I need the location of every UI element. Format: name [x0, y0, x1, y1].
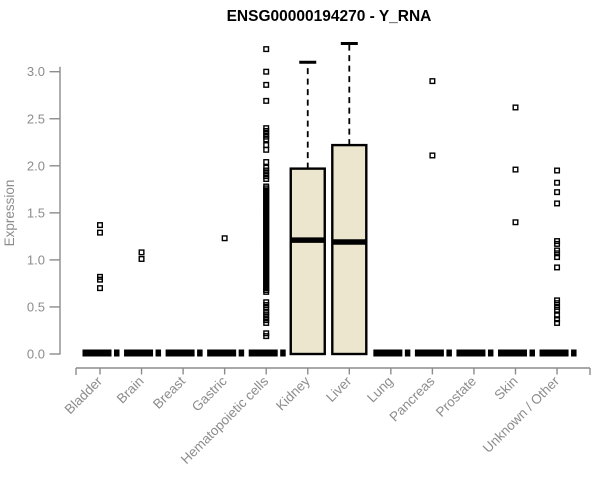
outlier-point-hematopoietic-cells — [263, 146, 270, 153]
outlier-point-brain — [138, 255, 145, 262]
outlier-point-unknown-other — [554, 250, 561, 257]
box-kidney — [289, 167, 326, 356]
zero-bar-end-breast — [197, 349, 203, 357]
outlier-point-unknown-other — [554, 254, 561, 261]
y-tick-label: 0.0 — [27, 347, 45, 362]
outlier-point-hematopoietic-cells — [263, 319, 270, 326]
outlier-point-skin — [512, 104, 519, 111]
outlier-point-unknown-other — [554, 300, 561, 307]
outlier-point-hematopoietic-cells — [263, 136, 270, 143]
zero-bar-unknown-other — [539, 349, 569, 357]
zero-bar-hematopoietic-cells — [248, 349, 278, 357]
y-tick-label: 0.5 — [27, 299, 45, 314]
outlier-point-hematopoietic-cells — [263, 333, 270, 340]
zero-bar-bladder — [82, 349, 112, 357]
x-tick-label-breast: Breast — [150, 373, 188, 411]
outlier-point-unknown-other — [554, 167, 561, 174]
zero-bar-brain — [124, 349, 154, 357]
outlier-point-bladder — [96, 276, 103, 283]
boxes-layer — [82, 41, 577, 357]
outlier-point-unknown-other — [554, 306, 561, 313]
outlier-point-bladder — [96, 285, 103, 292]
outlier-point-hematopoietic-cells — [263, 97, 270, 104]
zero-bar-end-prostate — [487, 349, 494, 357]
x-tick-label-skin: Skin — [491, 374, 520, 403]
y-tick-label: 2.5 — [27, 111, 45, 126]
x-tick-label-unknown-other: Unknown / Other — [480, 373, 563, 456]
x-tick-label-brain: Brain — [114, 374, 147, 407]
y-axis-title: Expression — [2, 180, 17, 247]
outlier-point-bladder — [96, 222, 103, 229]
x-tick-label-liver: Liver — [323, 373, 355, 405]
outlier-point-skin — [512, 219, 519, 226]
outlier-point-hematopoietic-cells — [263, 46, 270, 53]
x-tick-label-pancreas: Pancreas — [387, 373, 438, 424]
y-tick-label: 2.0 — [27, 158, 45, 173]
zero-bar-end-pancreas — [446, 349, 452, 357]
outlier-point-hematopoietic-cells — [263, 142, 270, 149]
x-tick-label-prostate: Prostate — [433, 374, 479, 420]
zero-bar-pancreas — [414, 349, 444, 357]
y-tick-label: 3.0 — [27, 64, 45, 79]
outlier-point-unknown-other — [554, 240, 561, 247]
outlier-point-hematopoietic-cells — [263, 175, 270, 182]
outlier-point-unknown-other — [554, 316, 561, 323]
chart-title: ENSG00000194270 - Y_RNA — [227, 8, 432, 25]
zero-bar-end-hematopoietic-cells — [280, 349, 286, 357]
x-tick-label-gastric: Gastric — [189, 373, 230, 414]
outlier-point-unknown-other — [554, 179, 561, 186]
zero-bar-breast — [165, 349, 195, 357]
outliers-layer — [96, 46, 561, 340]
zero-bar-end-lung — [404, 349, 411, 357]
x-tick-label-bladder: Bladder — [62, 373, 106, 417]
x-tick-label-lung: Lung — [364, 374, 396, 406]
x-tick-label-kidney: Kidney — [273, 373, 313, 413]
outlier-point-unknown-other — [554, 312, 561, 319]
outlier-point-brain — [138, 249, 145, 256]
outlier-point-hematopoietic-cells — [263, 159, 270, 166]
y-tick-label: 1.0 — [27, 252, 45, 267]
zero-bar-end-brain — [155, 349, 162, 357]
zero-bar-end-skin — [529, 349, 535, 357]
zero-bar-end-gastric — [238, 349, 245, 357]
outlier-point-gastric — [221, 235, 228, 242]
zero-bar-end-bladder — [114, 349, 120, 357]
zero-bar-end-unknown-other — [571, 349, 577, 357]
outlier-point-pancreas — [429, 78, 436, 85]
zero-bar-prostate — [456, 349, 486, 357]
outlier-point-bladder — [96, 229, 103, 236]
outlier-point-unknown-other — [554, 264, 561, 271]
outlier-point-hematopoietic-cells — [263, 288, 270, 295]
outlier-point-unknown-other — [554, 200, 561, 207]
outlier-point-hematopoietic-cells — [263, 68, 270, 75]
y-tick-label: 1.5 — [27, 205, 45, 220]
zero-bar-skin — [498, 349, 527, 357]
outlier-point-skin — [512, 166, 519, 173]
outlier-point-unknown-other — [554, 189, 561, 196]
outlier-point-unknown-other — [554, 319, 561, 326]
outlier-point-pancreas — [429, 152, 436, 159]
outlier-point-hematopoietic-cells — [263, 304, 270, 311]
zero-bar-lung — [373, 349, 403, 357]
zero-bar-gastric — [207, 349, 237, 357]
outlier-point-hematopoietic-cells — [263, 81, 270, 88]
box-liver — [331, 143, 368, 356]
